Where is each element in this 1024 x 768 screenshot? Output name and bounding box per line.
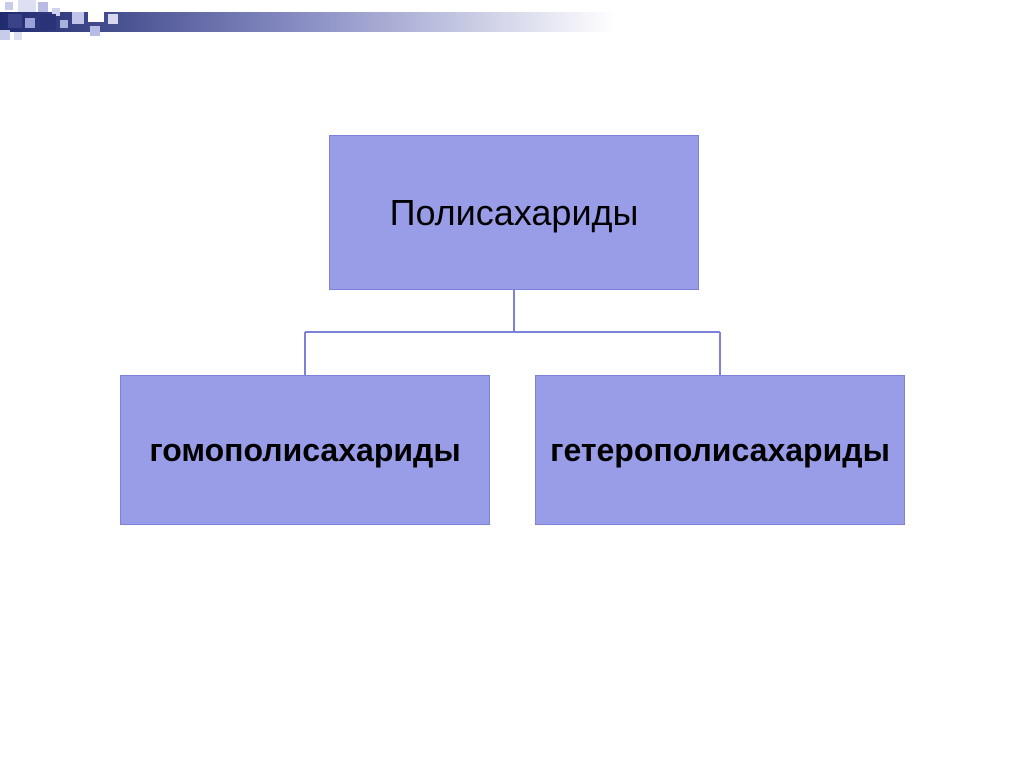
decoration-square <box>14 32 22 40</box>
decoration-square <box>0 30 10 40</box>
decoration-square <box>72 12 84 24</box>
child-node-left: гомополисахариды <box>120 375 490 525</box>
child-node-left-label: гомополисахариды <box>149 432 460 469</box>
decoration-square <box>5 2 13 10</box>
decoration-square <box>18 0 36 12</box>
decoration-square <box>108 14 118 24</box>
connector-lines <box>0 290 1024 375</box>
connector-group <box>305 290 720 375</box>
decoration-square <box>8 14 22 28</box>
root-node-label: Полисахариды <box>390 192 639 234</box>
child-node-right: гетерополисахариды <box>535 375 905 525</box>
decoration-square <box>90 26 100 36</box>
decoration-square <box>40 14 56 30</box>
root-node: Полисахариды <box>329 135 699 290</box>
decoration-square <box>88 6 104 22</box>
decoration-square <box>60 20 68 28</box>
decoration-square <box>25 18 35 28</box>
decoration-square <box>38 2 48 12</box>
child-node-right-label: гетерополисахариды <box>550 432 890 469</box>
header-gradient-bar <box>0 12 1024 32</box>
slide-header-decoration <box>0 0 1024 45</box>
